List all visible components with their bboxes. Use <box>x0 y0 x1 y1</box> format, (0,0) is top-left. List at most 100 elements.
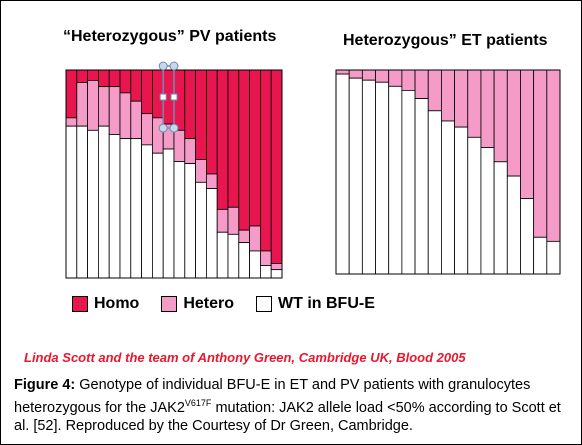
resize-handle-top-left[interactable] <box>158 61 168 71</box>
et-bar-wt-5 <box>388 85 403 275</box>
pv-bar-hetero-12 <box>184 138 197 164</box>
pv-bar-hetero-19 <box>259 250 272 266</box>
pv-bar-homo-3 <box>87 69 99 81</box>
et-bar-wt-3 <box>361 79 376 275</box>
legend-item-wt: WT in BFU-E <box>256 295 375 313</box>
pv-bar-homo-5 <box>108 69 121 88</box>
pv-bar-wt-20 <box>270 269 283 279</box>
resize-handle-bottom-right[interactable] <box>169 123 179 133</box>
et-bar-wt-1 <box>335 73 350 275</box>
pv-bar-hetero-6 <box>119 92 132 140</box>
et-bar-hetero-7 <box>414 69 429 99</box>
pv-bar-hetero-17 <box>238 229 251 244</box>
pv-bar-hetero-1 <box>65 117 78 127</box>
pv-bar-homo-18 <box>249 69 261 227</box>
et-bar-hetero-4 <box>375 69 390 83</box>
resize-handle-bottom-left[interactable] <box>158 123 168 133</box>
pv-bar-wt-18 <box>249 250 261 279</box>
et-bar-wt-10 <box>454 126 469 275</box>
et-bar-hetero-12 <box>480 69 495 148</box>
pv-bar-wt-4 <box>98 125 110 279</box>
pv-bar-wt-12 <box>184 163 197 279</box>
et-bar-hetero-2 <box>348 69 363 79</box>
pv-bar-homo-16 <box>227 69 240 208</box>
pv-bar-hetero-11 <box>173 129 186 162</box>
pv-bar-wt-3 <box>87 129 99 279</box>
legend-label-homo: Homo <box>94 295 140 312</box>
legend-label-hetero: Hetero <box>183 295 235 312</box>
resize-handle-top-right[interactable] <box>169 61 179 71</box>
chart-legend: Homo Hetero WT in BFU-E <box>72 293 397 315</box>
et-bar-hetero-15 <box>520 69 535 199</box>
pv-bar-homo-2 <box>76 69 89 83</box>
pv-chart-title: “Heterozygous” PV patients <box>63 28 277 45</box>
pv-bar-homo-15 <box>216 69 229 210</box>
pv-bar-hetero-4 <box>98 86 110 127</box>
pv-bar-wt-11 <box>173 161 186 279</box>
et-bar-hetero-10 <box>454 69 469 128</box>
legend-item-hetero: Hetero <box>161 295 234 313</box>
et-bar-wt-6 <box>401 89 416 275</box>
et-bar-hetero-13 <box>493 69 508 163</box>
pv-bar-homo-19 <box>259 69 272 252</box>
et-bar-wt-11 <box>467 136 482 275</box>
legend-swatch-hetero <box>161 296 178 312</box>
pv-bar-wt-8 <box>141 144 153 279</box>
et-stacked-bar-chart <box>335 69 561 275</box>
pv-bar-hetero-15 <box>216 208 229 233</box>
pv-bar-hetero-2 <box>76 82 89 127</box>
pv-bar-homo-14 <box>205 69 218 175</box>
pv-bar-homo-12 <box>184 69 197 140</box>
pv-bar-wt-14 <box>205 188 218 279</box>
et-bar-wt-15 <box>520 198 535 275</box>
pv-bar-hetero-7 <box>130 100 143 140</box>
pv-bar-homo-6 <box>119 69 132 94</box>
et-bar-wt-7 <box>414 98 429 275</box>
pv-bar-wt-16 <box>227 233 240 279</box>
pv-bar-homo-20 <box>270 69 283 264</box>
figure-caption: Figure 4: Genotype of individual BFU-E i… <box>14 376 570 435</box>
pv-bar-hetero-16 <box>227 206 240 235</box>
et-plot-border <box>335 69 561 275</box>
et-bar-wt-2 <box>348 77 363 275</box>
pv-bar-wt-6 <box>119 138 132 279</box>
et-chart-title: Heterozygous” ET patients <box>343 32 548 49</box>
pv-bar-hetero-9 <box>152 117 164 154</box>
legend-swatch-homo <box>72 296 88 312</box>
pv-bar-wt-9 <box>152 152 164 279</box>
pv-bar-homo-17 <box>238 69 251 231</box>
pv-bar-homo-4 <box>98 69 110 88</box>
et-bar-wt-8 <box>427 110 442 275</box>
caption-label: Figure 4: <box>14 377 76 393</box>
pv-stacked-bar-chart <box>65 61 283 279</box>
pv-bar-homo-8 <box>141 69 153 115</box>
pv-bar-homo-13 <box>195 69 207 160</box>
et-bar-hetero-8 <box>427 69 442 112</box>
et-bar-hetero-14 <box>506 69 521 177</box>
et-bar-wt-16 <box>533 236 548 275</box>
pv-bar-homo-1 <box>65 69 78 119</box>
et-bar-hetero-6 <box>401 69 416 91</box>
pv-bar-hetero-5 <box>108 86 121 135</box>
pv-bar-wt-17 <box>238 242 251 279</box>
resize-handle-mid-left[interactable] <box>159 93 167 101</box>
resize-handle-mid-right[interactable] <box>170 93 178 101</box>
pv-bar-hetero-18 <box>249 225 261 252</box>
pv-bar-hetero-8 <box>141 113 153 146</box>
pv-bar-wt-19 <box>259 265 272 279</box>
pv-bar-homo-7 <box>130 69 143 102</box>
legend-swatch-wt <box>256 296 273 312</box>
pv-bar-wt-1 <box>65 125 78 279</box>
et-bar-hetero-17 <box>546 69 561 242</box>
caption-text-2: mutation: JAK2 allele load <50% accordin… <box>14 399 561 434</box>
et-bar-hetero-9 <box>441 69 455 122</box>
et-bar-hetero-3 <box>361 69 376 81</box>
et-bar-hetero-11 <box>467 69 482 138</box>
legend-item-homo: Homo <box>72 295 139 313</box>
pv-bar-wt-5 <box>108 134 121 279</box>
credit-line: Linda Scott and the team of Anthony Gree… <box>24 350 466 365</box>
et-bar-wt-9 <box>441 120 455 275</box>
et-bar-wt-4 <box>375 81 390 275</box>
legend-label-wt: WT in BFU-E <box>278 295 375 312</box>
pv-bar-hetero-20 <box>270 263 283 271</box>
